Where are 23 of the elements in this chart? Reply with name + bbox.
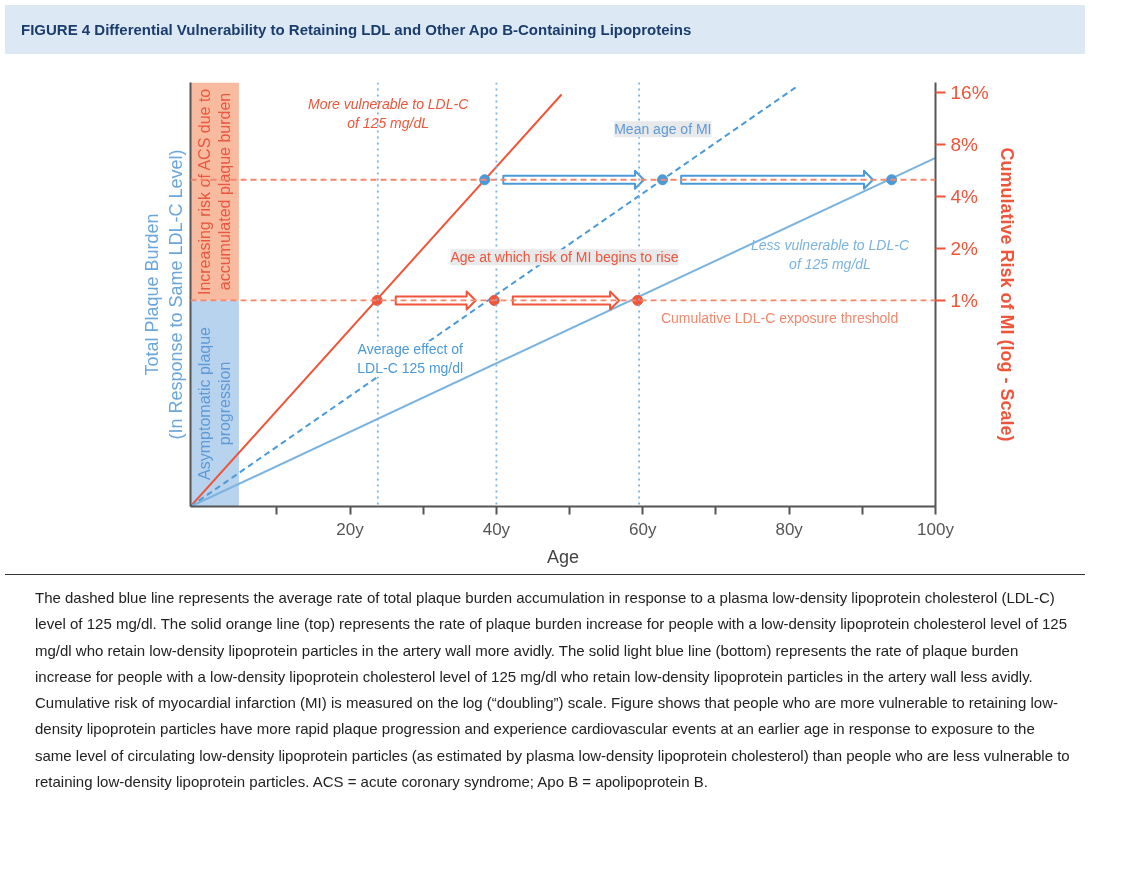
chart-title: FIGURE 4 Differential Vulnerability to Retaining LDL and Other Apo B-Containing Lipoproteins [5,5,1085,55]
x-axis-title: Age [546,546,580,567]
y-axis-title: Total Plaque Burden (In Response to Same LDL-C Level) [141,149,186,440]
y2-tick-label: 1% [950,289,979,311]
y2-tick-label: 2% [950,237,979,259]
y2-tick-label: 8% [950,134,979,156]
ref-line-label: Cumulative LDL-C exposure threshold [660,310,899,327]
text: The dashed blue line represents the average rate of total plaque burden accumulation in response to a plasma low-density lipoprotein cholesterol (LDL-C) level of 125 mg/dl. The solid orange line (top) represents the rate of plaque burden increase for people with a low-density lipoprotein cholesterol level of 125 mg/dl who retain low-density lipoprotein particles in the artery wall more avidly. The solid light blue line (bottom) represents the rate of plaque burden increase for people with a low-density lipoprotein cholesterol level of 125 mg/dl who retain low-density lipoprotein particles in the artery wall less avidly. Cumulative risk of myocardial infarction (MI) is measured on the log (“doubling”) scale. Figure shows that people who are more vulnerable to retaining low-density lipoprotein particles have more rapid plaque progression and experience cardiovascular events at an earlier age in response to exposure to the same level of circulating low-density lipoprotein particles (as estimated by plasma low-density lipoprotein cholesterol) than people who are less vulnerable to retaining low-density lipoprotein particles. ACS = acute coronary syndrome; Apo B = apolipoprotein B. [35,588,1071,792]
y2-tick-label: 4% [950,186,979,207]
x-tick-label: 100y [917,519,955,539]
text: More vulnerable to LDL-C of 125 mg/dL [308,95,470,132]
annotation: Age at which risk of MI begins to rise [450,249,679,266]
band-label: Asymptomatic plaque progression [196,326,234,480]
series-label: Less vulnerable to LDL-C of 125 mg/dL [751,236,910,273]
y2-axis-title: Cumulative Risk of MI (log - Scale) [996,147,1017,442]
x-tick-label: 60y [629,519,657,539]
annotation: Mean age of MI [614,121,712,138]
x-tick-label: 40y [482,519,511,539]
x-tick-label: 20y [336,519,365,539]
y2-tick-label: 16% [950,82,989,104]
band-label: Increasing risk of ACS due to accumulated plaque burden [196,88,234,296]
series-label: Average effect of LDL-C 125 mg/dl [357,341,464,377]
x-tick-label: 80y [775,519,804,539]
